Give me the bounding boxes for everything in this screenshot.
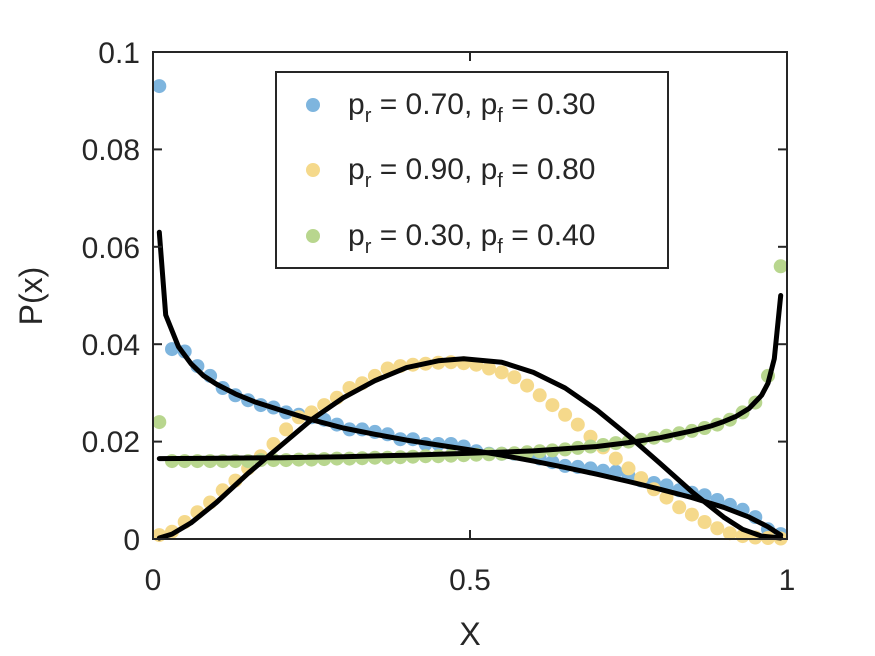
legend: pr = 0.70, pf = 0.30 pr = 0.90, pf = 0.8… (275, 71, 669, 269)
data-point-series-3 (152, 415, 167, 430)
y-axis-label: P(x) (13, 267, 49, 326)
fit-line-3 (156, 293, 784, 462)
data-point-series-2 (583, 429, 598, 444)
data-point-series-2 (672, 500, 687, 515)
legend-label: pr = 0.90, pf = 0.80 (348, 153, 595, 192)
y-tick-label: 0 (123, 524, 140, 557)
data-point-series-2 (532, 388, 547, 403)
legend-entry: pr = 0.90, pf = 0.80 (306, 153, 595, 192)
legend-label: pr = 0.30, pf = 0.40 (348, 219, 595, 258)
data-point-series-3 (773, 259, 788, 274)
y-tick-label: 0.04 (82, 329, 140, 362)
legend-marker (306, 98, 320, 112)
data-point-series-2 (621, 461, 636, 476)
data-point-series-2 (710, 521, 725, 536)
legend-entry: pr = 0.70, pf = 0.30 (306, 88, 595, 127)
data-point-series-2 (558, 407, 573, 422)
fit-line-1 (156, 229, 784, 538)
data-point-series-2 (279, 422, 294, 437)
legend-marker (306, 229, 320, 243)
data-point-series-2 (684, 507, 699, 522)
data-point-series-2 (570, 417, 585, 432)
legend-marker (306, 163, 320, 177)
data-point-series-2 (520, 378, 535, 393)
data-point-series-2 (722, 526, 737, 541)
y-tick-label: 0.08 (82, 134, 140, 167)
fit-line-2 (156, 356, 784, 541)
data-point-series-2 (507, 370, 522, 385)
x-tick-label: 0.5 (449, 564, 491, 597)
legend-label: pr = 0.70, pf = 0.30 (348, 88, 595, 127)
axis-ticks (152, 51, 788, 540)
x-tick-label: 0 (145, 564, 162, 597)
y-tick-label: 0.06 (82, 232, 140, 265)
y-tick-label: 0.1 (98, 37, 140, 70)
legend-entry: pr = 0.30, pf = 0.40 (306, 219, 595, 258)
data-point-series-1 (152, 79, 167, 94)
y-tick-labels: 0 0.02 0.04 0.06 0.08 0.1 (82, 37, 140, 557)
fit-lines (156, 229, 784, 541)
data-point-series-2 (494, 365, 509, 380)
x-tick-label: 1 (779, 564, 796, 597)
data-point-series-2 (482, 361, 496, 376)
data-point-series-2 (697, 515, 712, 529)
legend-box (275, 71, 669, 269)
x-axis-label: X (459, 616, 480, 652)
data-point-series-2 (608, 451, 623, 466)
data-point-series-2 (545, 398, 560, 413)
x-tick-labels: 0 0.5 1 (145, 564, 796, 597)
y-tick-label: 0.02 (82, 426, 140, 459)
